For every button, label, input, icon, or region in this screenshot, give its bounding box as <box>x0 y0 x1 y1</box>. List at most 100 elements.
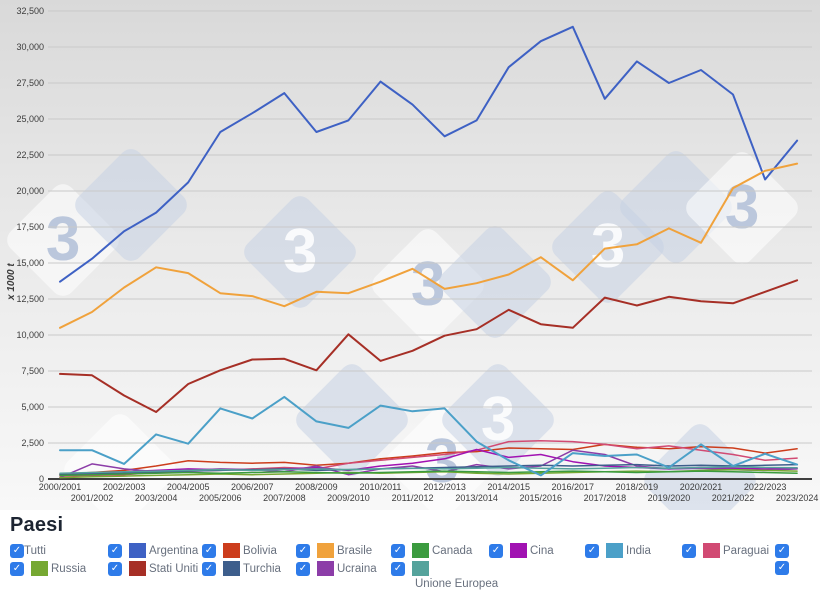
x-tick-label: 2006/2007 <box>231 482 274 492</box>
legend-label: Turchia <box>243 563 281 575</box>
legend-checkbox[interactable]: ✓ <box>585 544 599 558</box>
legend-item-argentina[interactable]: ✓ Argentina <box>108 543 198 559</box>
legend-swatch <box>223 561 240 576</box>
x-tick-label: 2005/2006 <box>199 493 242 503</box>
x-tick-label: 2003/2004 <box>135 493 178 503</box>
legend-column: ✓ Argentina ✓ Stati Uniti <box>108 543 198 579</box>
series-line-stati-uniti <box>59 279 799 413</box>
x-tick-label: 2022/2023 <box>744 482 787 492</box>
legend-swatch <box>129 561 146 576</box>
legend-swatch <box>412 543 429 558</box>
legend-checkbox[interactable]: ✓ <box>775 544 789 558</box>
legend-checkbox[interactable]: ✓ <box>108 562 122 576</box>
x-tick-label: 2014/2015 <box>487 482 530 492</box>
legend-item-ucraina[interactable]: ✓ Ucraina <box>296 561 377 577</box>
legend-swatch <box>223 543 240 558</box>
legend-item-russia[interactable]: ✓ Russia <box>10 561 86 577</box>
legend-checkbox[interactable]: ✓ <box>10 544 24 558</box>
y-tick-label: 20,000 <box>16 186 44 196</box>
y-tick-label: 12,500 <box>16 294 44 304</box>
line-chart: 0 2,500 5,000 7,500 10,000 12,500 15,000 17,500… <box>6 6 819 503</box>
x-tick-label: 2001/2002 <box>71 493 114 503</box>
legend-checkbox[interactable]: ✓ <box>775 561 789 575</box>
y-tick-label: 27,500 <box>16 78 44 88</box>
legend-item-turchia[interactable]: ✓ Turchia <box>202 561 281 577</box>
legend-item-india[interactable]: ✓ India <box>585 543 651 559</box>
legend-column: ✓ Cina <box>489 543 554 561</box>
x-tick-label: 2020/2021 <box>680 482 723 492</box>
legend-label: Argentina <box>149 545 199 557</box>
x-tick-label: 2018/2019 <box>616 482 659 492</box>
y-tick-label: 32,500 <box>16 6 44 16</box>
x-tick-label: 2015/2016 <box>519 493 562 503</box>
legend-checkbox[interactable]: ✓ <box>108 544 122 558</box>
y-tick-label: 17,500 <box>16 222 44 232</box>
y-tick-label: 25,000 <box>16 114 44 124</box>
legend-swatch <box>129 543 146 558</box>
legend-checkbox[interactable]: ✓ <box>202 562 216 576</box>
x-tick-label: 2021/2022 <box>712 493 755 503</box>
x-tick-label: 2002/2003 <box>103 482 146 492</box>
y-tick-label: 0 <box>39 474 44 484</box>
x-tick-label: 2011/2012 <box>392 493 434 503</box>
legend-label: Cina <box>530 545 554 557</box>
y-tick-label: 10,000 <box>16 330 44 340</box>
y-tick-label: 22,500 <box>16 150 44 160</box>
y-tick-label: 7,500 <box>21 366 44 376</box>
legend-item-tutti[interactable]: ✓ Tutti <box>10 543 86 559</box>
legend-checkbox[interactable]: ✓ <box>391 544 405 558</box>
legend-checkbox[interactable]: ✓ <box>296 562 310 576</box>
legend-checkbox[interactable]: ✓ <box>296 544 310 558</box>
legend-item-stati-uniti[interactable]: ✓ Stati Uniti <box>108 561 198 577</box>
legend-column: ✓ Canada ✓ Unione Europea <box>391 543 501 594</box>
legend-column: ✓ Tutti ✓ Russia <box>10 543 86 579</box>
legend-title: Paesi <box>10 514 64 536</box>
legend-label: Canada <box>432 545 473 557</box>
x-tick-label: 2012/2013 <box>423 482 466 492</box>
legend-checkbox[interactable]: ✓ <box>391 562 405 576</box>
legend-item-paraguai[interactable]: ✓ Paraguai <box>682 543 769 559</box>
legend-swatch <box>31 561 48 576</box>
legend-label: Tutti <box>24 545 46 557</box>
legend-item-unione-europea[interactable]: ✓ Unione Europea <box>391 561 501 592</box>
legend-checkbox[interactable]: ✓ <box>10 562 24 576</box>
legend-label: Bolivia <box>243 545 277 557</box>
legend-column-cutoff: ✓ ✓ <box>775 543 789 577</box>
legend-label: Ucraina <box>337 563 377 575</box>
legend-label: Unione Europea <box>415 578 499 590</box>
x-tick-label: 2000/2001 <box>39 482 82 492</box>
y-tick-label: 2,500 <box>21 438 44 448</box>
x-tick-label: 2017/2018 <box>584 493 627 503</box>
chart-area: 333333333 02,5005,0007,50010,00012,50015… <box>0 0 820 510</box>
y-tick-label: 5,000 <box>21 402 44 412</box>
x-tick-label: 2023/2024 <box>776 493 819 503</box>
legend-item-cutoff[interactable]: ✓ <box>775 543 789 558</box>
x-tick-label: 2008/2009 <box>295 482 338 492</box>
y-tick-label: 30,000 <box>16 42 44 52</box>
legend-checkbox[interactable]: ✓ <box>682 544 696 558</box>
x-tick-label: 2007/2008 <box>263 493 306 503</box>
legend-grid: ✓ Tutti ✓ Russia ✓ Argentina ✓ Stati Uniti ✓ Boli… <box>0 543 820 593</box>
legend-checkbox[interactable]: ✓ <box>489 544 503 558</box>
legend-label: Russia <box>51 563 87 575</box>
legend-label: India <box>626 545 651 557</box>
legend-label: Brasile <box>337 545 373 557</box>
y-tick-label: 15,000 <box>16 258 44 268</box>
legend-swatch <box>412 561 429 576</box>
legend-item-bolivia[interactable]: ✓ Bolivia <box>202 543 281 559</box>
legend-item-cutoff[interactable]: ✓ <box>775 560 789 575</box>
legend-item-cina[interactable]: ✓ Cina <box>489 543 554 559</box>
legend-item-canada[interactable]: ✓ Canada <box>391 543 501 559</box>
legend-column: ✓ Bolivia ✓ Turchia <box>202 543 281 579</box>
legend-swatch <box>510 543 527 558</box>
legend-checkbox[interactable]: ✓ <box>202 544 216 558</box>
legend-column: ✓ Brasile ✓ Ucraina <box>296 543 377 579</box>
x-tick-label: 2004/2005 <box>167 482 210 492</box>
x-tick-label: 2010/2011 <box>360 482 402 492</box>
x-tick-label: 2009/2010 <box>327 493 370 503</box>
series-line-brasile <box>59 162 799 329</box>
legend-column: ✓ Paraguai <box>682 543 769 561</box>
legend-swatch <box>317 561 334 576</box>
series-line-argentina <box>59 25 799 283</box>
legend-item-brasile[interactable]: ✓ Brasile <box>296 543 377 559</box>
